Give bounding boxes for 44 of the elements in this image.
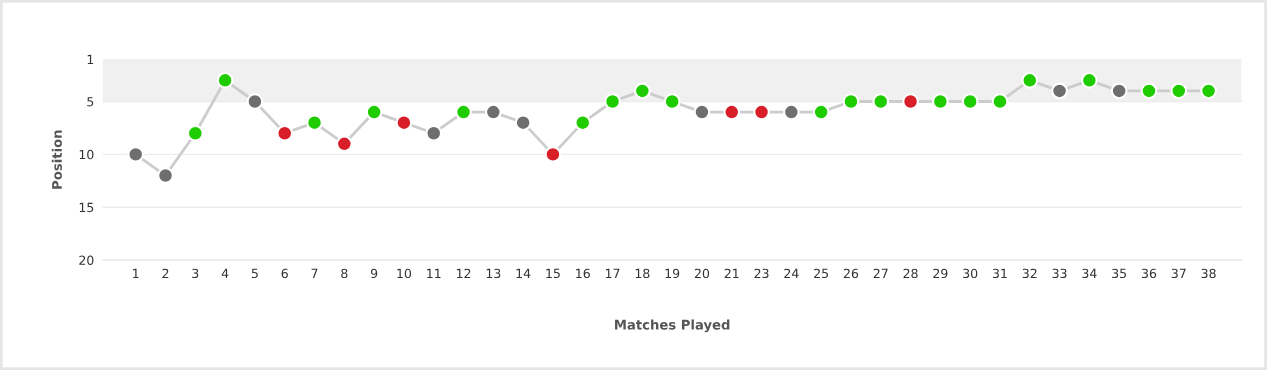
x-tick-label: 1	[133, 268, 139, 278]
x-tick-label: 24	[784, 268, 799, 278]
x-tick-label: 16	[576, 268, 590, 279]
x-tick-label: 18	[635, 268, 650, 279]
x-tick-label: 9	[370, 268, 378, 279]
x-tick-label: 11	[427, 268, 441, 278]
x-tick-label: 19	[665, 268, 680, 279]
y-axis-title: Position	[51, 130, 62, 189]
x-tick-label: 15	[546, 268, 560, 279]
x-tick-label: 35	[1112, 268, 1127, 279]
x-tick-label: 23	[754, 268, 769, 279]
x-tick-label: 25	[814, 268, 829, 279]
x-tick-label: 28	[903, 268, 918, 279]
x-tick-label: 32	[1022, 268, 1037, 279]
x-tick-label: 14	[516, 268, 531, 278]
y-tick-label: 15	[79, 202, 94, 213]
y-tick-label: 1	[87, 54, 94, 64]
x-tick-label: 31	[992, 268, 1007, 279]
x-tick-label: 4	[221, 268, 229, 278]
x-tick-label: 10	[397, 268, 412, 279]
x-tick-label: 36	[1141, 268, 1157, 279]
x-tick-label: 13	[486, 268, 501, 279]
x-tick-label: 20	[694, 268, 710, 279]
x-tick-label: 12	[456, 268, 471, 278]
x-tick-label: 27	[873, 268, 888, 278]
x-tick-label: 34	[1082, 268, 1097, 279]
x-tick-label: 8	[341, 268, 348, 279]
x-tick-label: 30	[963, 268, 978, 279]
x-tick-label: 3	[192, 268, 199, 279]
x-tick-label: 6	[281, 268, 288, 279]
x-tick-label: 37	[1171, 268, 1186, 279]
x-tick-label: 5	[251, 268, 258, 279]
x-tick-label: 7	[311, 268, 318, 278]
y-tick-label: 5	[87, 97, 94, 107]
x-tick-label: 29	[933, 268, 948, 279]
x-tick-label: 21	[724, 268, 739, 278]
x-axis-title: Matches Played	[615, 319, 730, 333]
x-tick-label: 26	[843, 268, 859, 279]
x-tick-label: 17	[605, 268, 620, 278]
y-tick-label: 10	[79, 149, 94, 160]
x-tick-label: 2	[162, 268, 169, 278]
x-tick-label: 33	[1052, 268, 1067, 279]
y-tick-label: 20	[79, 255, 94, 266]
x-tick-label: 38	[1201, 268, 1216, 279]
